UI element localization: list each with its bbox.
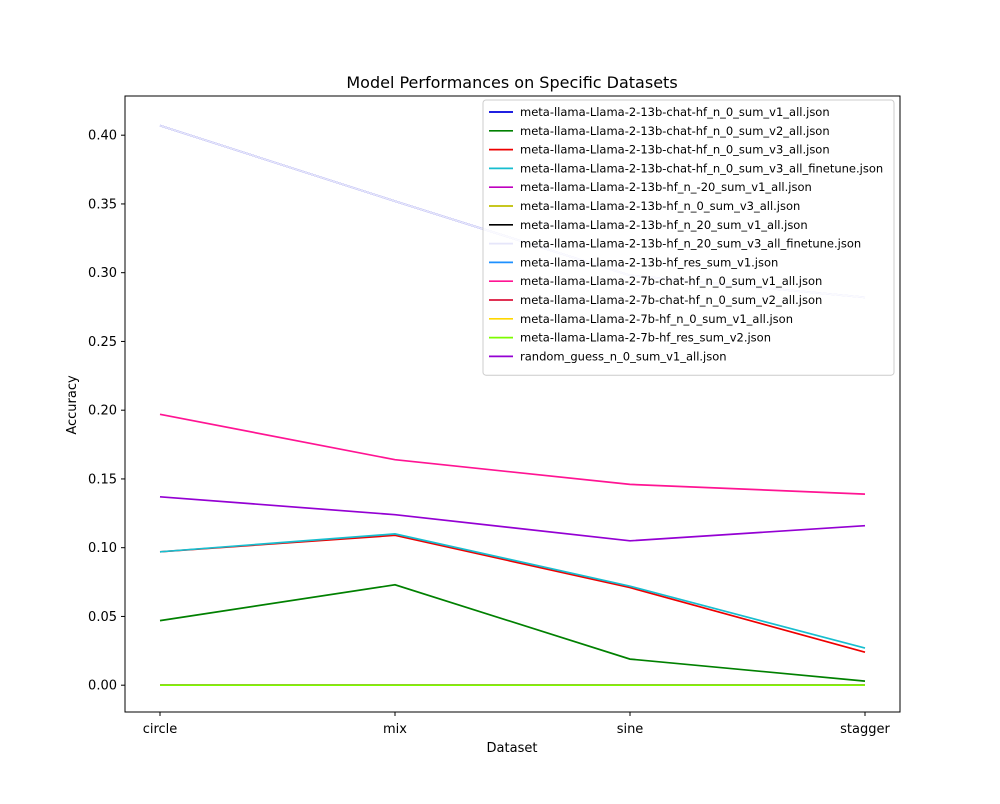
legend-label: meta-llama-Llama-2-13b-chat-hf_n_0_sum_v… bbox=[520, 143, 830, 157]
x-tick-label: circle bbox=[143, 722, 178, 737]
x-axis: circle mix sine stagger bbox=[143, 712, 890, 737]
chart-title: Model Performances on Specific Datasets bbox=[346, 73, 677, 92]
y-tick-label: 0.15 bbox=[88, 472, 117, 487]
legend-label: meta-llama-Llama-2-13b-chat-hf_n_0_sum_v… bbox=[520, 124, 830, 138]
series-line-1 bbox=[159, 583, 866, 682]
y-tick-label: 0.10 bbox=[88, 541, 117, 556]
y-axis-label: Accuracy bbox=[65, 375, 80, 435]
plot-frame bbox=[124, 95, 901, 713]
x-tick-label: stagger bbox=[840, 722, 890, 737]
legend-box bbox=[482, 99, 895, 376]
series-line-3 bbox=[159, 533, 866, 649]
legend-label: meta-llama-Llama-2-7b-chat-hf_n_0_sum_v2… bbox=[520, 293, 822, 307]
x-tick-label: mix bbox=[383, 722, 407, 737]
legend-label: meta-llama-Llama-2-7b-chat-hf_n_0_sum_v1… bbox=[520, 274, 822, 288]
legend-label: meta-llama-Llama-2-7b-hf_n_0_sum_v1_all.… bbox=[520, 312, 793, 326]
y-tick-label: 0.40 bbox=[88, 129, 117, 144]
legend-label: meta-llama-Llama-2-13b-hf_n_20_sum_v1_al… bbox=[520, 218, 808, 232]
legend-label: meta-llama-Llama-2-7b-hf_res_sum_v2.json bbox=[520, 331, 771, 345]
legend-label: meta-llama-Llama-2-13b-hf_res_sum_v1.jso… bbox=[520, 255, 778, 269]
legend-label: meta-llama-Llama-2-13b-hf_n_-20_sum_v1_a… bbox=[520, 180, 812, 194]
series-line-13 bbox=[159, 495, 866, 542]
x-axis-label: Dataset bbox=[487, 741, 538, 756]
x-tick-label: sine bbox=[617, 722, 644, 737]
y-tick-label: 0.20 bbox=[88, 404, 117, 419]
y-tick-label: 0.30 bbox=[88, 266, 117, 281]
legend-label: meta-llama-Llama-2-13b-chat-hf_n_0_sum_v… bbox=[520, 161, 883, 175]
y-tick-label: 0.25 bbox=[88, 335, 117, 350]
y-tick-label: 0.05 bbox=[88, 610, 117, 625]
legend-label: meta-llama-Llama-2-13b-hf_n_20_sum_v3_al… bbox=[520, 237, 861, 251]
series-line-9 bbox=[159, 413, 866, 495]
legend-label: random_guess_n_0_sum_v1_all.json bbox=[520, 349, 727, 363]
legend-label: meta-llama-Llama-2-13b-chat-hf_n_0_sum_v… bbox=[520, 105, 830, 119]
legend: meta-llama-Llama-2-13b-chat-hf_n_0_sum_v… bbox=[482, 99, 895, 376]
legend-label: meta-llama-Llama-2-13b-hf_n_0_sum_v3_all… bbox=[520, 199, 800, 213]
y-tick-label: 0.00 bbox=[88, 679, 117, 694]
y-axis: 0.00 0.05 0.10 0.15 0.20 0.25 0.30 0.35 0.40 bbox=[88, 129, 125, 694]
y-tick-label: 0.35 bbox=[88, 197, 117, 212]
